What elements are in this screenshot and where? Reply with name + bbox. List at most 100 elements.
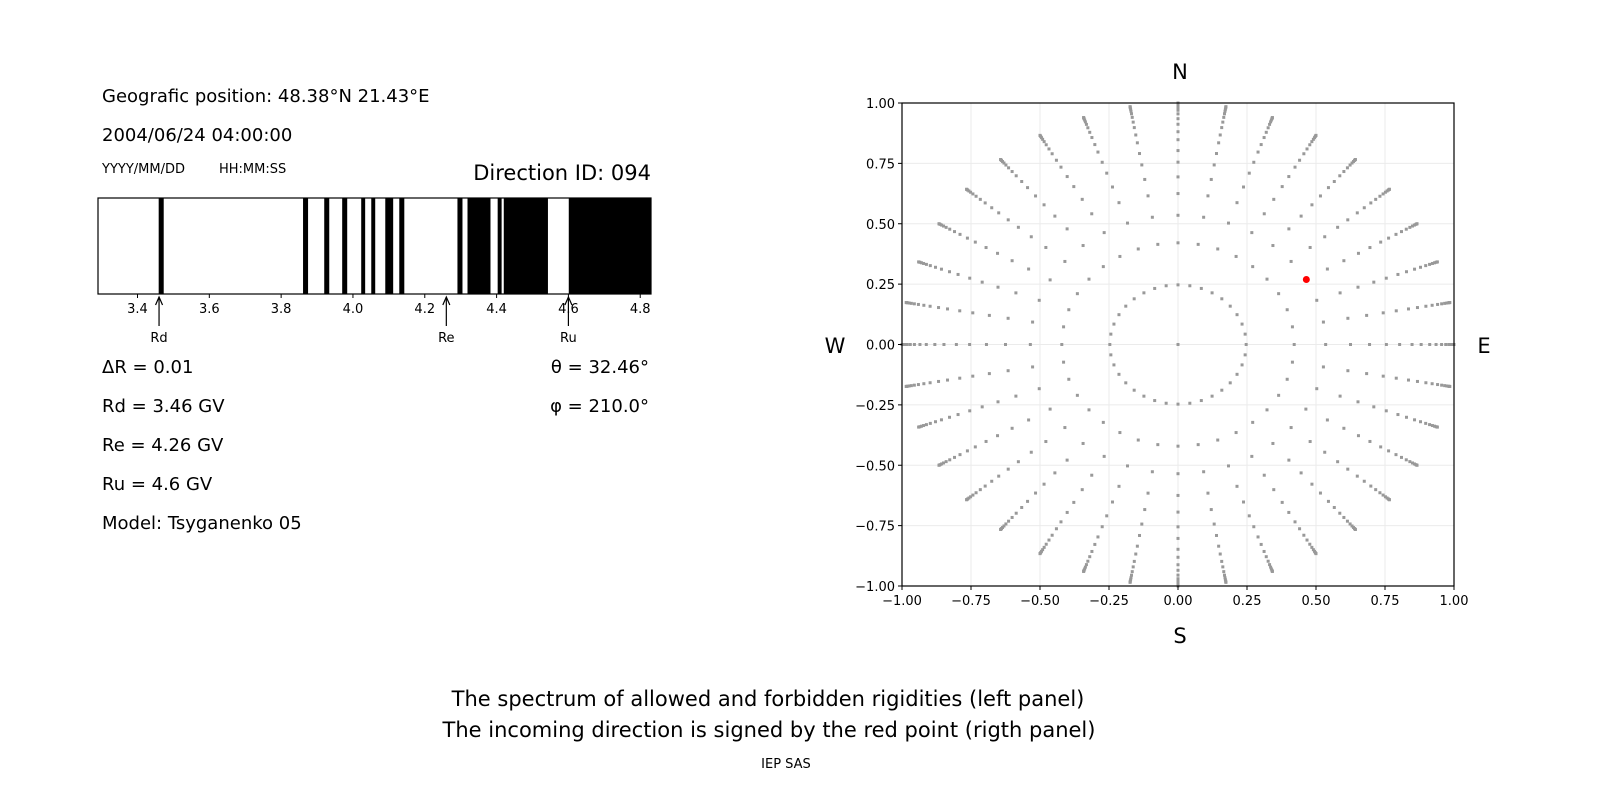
- direction-grid-point: [1433, 261, 1437, 265]
- direction-grid-point: [944, 460, 948, 464]
- direction-grid-point: [937, 379, 941, 383]
- direction-grid-point: [942, 343, 946, 346]
- forbidden-band: [503, 198, 548, 294]
- x-tick-label: 0.50: [1302, 594, 1331, 609]
- forbidden-band: [399, 198, 405, 294]
- direction-grid-point: [971, 192, 975, 196]
- direction-grid-point: [1449, 343, 1453, 346]
- direction-grid-point: [1448, 301, 1452, 305]
- direction-grid-point: [1059, 165, 1063, 169]
- direction-grid-point: [1243, 353, 1247, 357]
- direction-grid-point: [980, 280, 984, 284]
- compass-east: E: [1477, 334, 1490, 358]
- direction-grid-point: [1202, 215, 1206, 219]
- direction-grid-point: [1059, 520, 1063, 524]
- direction-grid-point: [1326, 499, 1330, 503]
- direction-grid-point: [1362, 206, 1366, 210]
- direction-grid-point: [1222, 570, 1226, 574]
- direction-grid-point: [1404, 415, 1408, 419]
- direction-grid-point: [1227, 221, 1231, 225]
- direction-grid-point: [922, 303, 926, 307]
- caption-line-2: The incoming direction is signed by the …: [442, 718, 1096, 742]
- direction-grid-point: [1216, 438, 1220, 442]
- direction-grid-point: [1067, 377, 1071, 381]
- credit: IEP SAS: [761, 757, 811, 772]
- compass-north: N: [1172, 60, 1188, 84]
- forbidden-band: [497, 198, 502, 294]
- direction-grid-point: [1212, 522, 1216, 526]
- direction-grid-point: [1234, 431, 1238, 435]
- direction-grid-point: [1406, 307, 1410, 311]
- direction-grid-point: [1285, 308, 1289, 312]
- direction-grid-point: [1372, 280, 1376, 284]
- direction-grid-point: [1176, 402, 1180, 406]
- direction-grid-point: [928, 264, 932, 268]
- direction-grid-point: [1176, 175, 1180, 179]
- direction-grid-point: [1028, 343, 1032, 346]
- direction-grid-point: [1368, 343, 1372, 346]
- direction-grid-point: [1277, 393, 1281, 397]
- direction-grid-point: [1424, 421, 1428, 425]
- direction-grid-point: [1223, 109, 1227, 113]
- direction-grid-point: [1081, 441, 1085, 445]
- direction-grid-point: [1176, 343, 1180, 346]
- direction-grid-point: [1086, 126, 1090, 130]
- direction-grid-point: [1342, 259, 1346, 263]
- direction-grid-point: [1332, 505, 1336, 509]
- direction-grid-point: [1298, 158, 1302, 162]
- direction-grid-point: [1227, 464, 1231, 468]
- direction-grid-point: [903, 343, 907, 346]
- direction-grid-point: [1026, 186, 1030, 190]
- direction-grid-point: [1176, 283, 1180, 287]
- direction-grid-point: [928, 304, 932, 308]
- direction-grid-point: [1224, 580, 1228, 584]
- direction-grid-point: [1399, 455, 1403, 459]
- direction-grid-point: [1345, 519, 1349, 523]
- direction-grid-point: [1016, 225, 1020, 229]
- direction-grid-point: [1044, 245, 1048, 249]
- direction-grid-point: [1217, 141, 1221, 145]
- direction-grid-point: [1356, 285, 1360, 289]
- direction-grid-point: [1135, 141, 1139, 145]
- direction-grid-point: [996, 251, 1000, 255]
- direction-grid-point: [1321, 365, 1325, 369]
- direction-grid-point: [1374, 197, 1378, 201]
- direction-grid-point: [919, 424, 923, 428]
- direction-grid-point: [978, 197, 982, 201]
- direction-grid-point: [996, 434, 1000, 438]
- direction-grid-point: [1447, 343, 1451, 346]
- spectrum-frame: [97, 197, 652, 295]
- direction-grid-point: [918, 343, 922, 346]
- direction-grid-point: [1199, 399, 1203, 403]
- direction-grid-point: [1277, 292, 1281, 296]
- direction-grid-point: [1290, 360, 1294, 364]
- direction-grid-point: [1310, 140, 1314, 144]
- direction-grid-point: [1042, 482, 1046, 486]
- direction-grid-point: [1445, 384, 1449, 388]
- direction-grid-point: [1196, 443, 1200, 447]
- direction-grid-point: [1445, 301, 1449, 305]
- direction-grid-point: [1356, 251, 1360, 255]
- direction-grid-point: [1287, 510, 1291, 514]
- arrow-head-icon: [442, 295, 451, 306]
- direction-grid-point: [1272, 488, 1276, 492]
- direction-grid-point: [924, 343, 928, 346]
- direction-grid-point: [1065, 175, 1069, 179]
- direction-grid-point: [912, 302, 916, 306]
- direction-grid-point: [1176, 536, 1180, 540]
- direction-grid-point: [1090, 212, 1094, 216]
- direction-grid-point: [956, 413, 960, 417]
- x-tick-label: 0.75: [1371, 594, 1400, 609]
- direction-grid-point: [1244, 343, 1248, 346]
- direction-grid-point: [1221, 120, 1225, 124]
- incoming-direction-point: [1302, 276, 1310, 284]
- direction-grid-point: [1041, 548, 1045, 552]
- direction-grid-point: [1242, 500, 1246, 504]
- direction-grid-point: [1176, 122, 1180, 126]
- direction-grid-point: [1381, 311, 1385, 315]
- direction-grid-point: [1268, 563, 1272, 567]
- direction-grid-point: [1034, 194, 1038, 198]
- direction-grid-point: [1199, 286, 1203, 290]
- direction-grid-point: [1308, 440, 1312, 444]
- datetime: 2004/06/24 04:00:00: [102, 125, 292, 146]
